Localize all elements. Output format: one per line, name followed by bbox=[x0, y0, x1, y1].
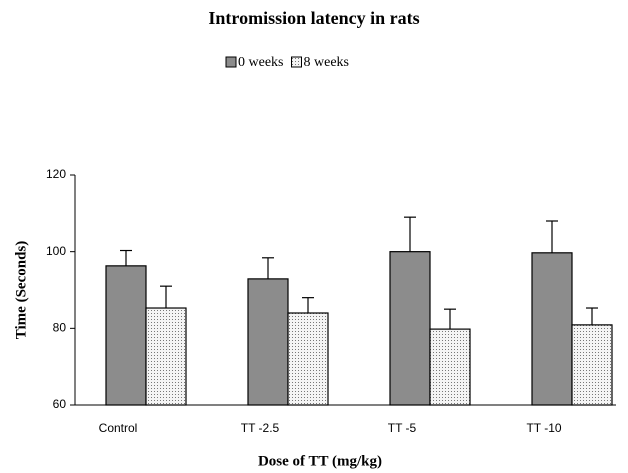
x-axis-title: Dose of TT (mg/kg) bbox=[258, 453, 382, 469]
chart-title: Intromission latency in rats bbox=[208, 8, 419, 28]
y-tick-label: 100 bbox=[46, 244, 66, 258]
bar bbox=[429, 328, 471, 406]
bar bbox=[571, 324, 613, 406]
bar bbox=[105, 265, 147, 406]
x-tick-label: TT -10 bbox=[526, 421, 561, 435]
y-tick-label: 60 bbox=[53, 397, 67, 411]
x-tick-label: TT -2.5 bbox=[241, 421, 280, 435]
bar bbox=[247, 278, 289, 406]
x-tick-label: TT -5 bbox=[388, 421, 417, 435]
y-axis-title: Time (Seconds) bbox=[13, 241, 29, 339]
bar bbox=[389, 251, 431, 406]
bar bbox=[531, 252, 573, 406]
legend-label: 8 weeks bbox=[304, 55, 350, 70]
legend-swatch bbox=[225, 56, 237, 68]
x-tick-label: Control bbox=[99, 421, 138, 435]
legend-swatch bbox=[291, 56, 302, 68]
legend-label: 0 weeks bbox=[238, 55, 284, 70]
y-tick-label: 120 bbox=[46, 167, 66, 181]
y-tick-label: 80 bbox=[53, 321, 67, 335]
bar bbox=[287, 312, 329, 406]
bar bbox=[145, 307, 187, 406]
